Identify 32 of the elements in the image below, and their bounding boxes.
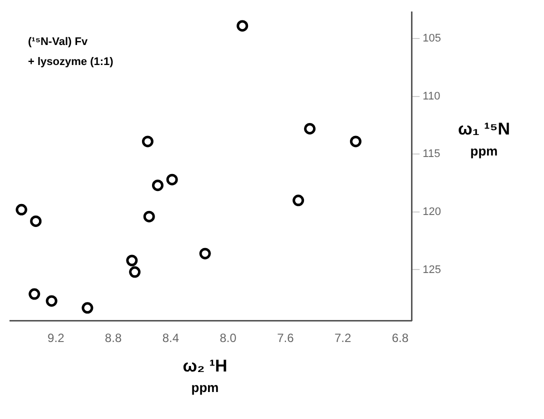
point [199, 248, 211, 260]
point [82, 302, 94, 314]
point [28, 288, 40, 300]
point [152, 180, 164, 192]
point [292, 194, 304, 206]
point [129, 266, 141, 278]
point [126, 254, 138, 266]
point [30, 215, 42, 227]
point [166, 174, 178, 186]
point [350, 136, 362, 148]
y-tick-label: 105 [422, 32, 442, 45]
x-tick-label: 8.0 [220, 331, 237, 346]
x-tick-label: 7.6 [277, 331, 294, 346]
point [46, 295, 58, 307]
point [143, 210, 155, 222]
x-tick-label: 6.8 [392, 331, 409, 346]
point [142, 136, 154, 148]
point [236, 20, 248, 32]
annotation: (¹⁵N-Val) Fv [28, 36, 88, 48]
y-tick-label: 120 [422, 206, 442, 218]
y-tick-label: 125 [422, 264, 442, 276]
x-axis-title: ω₂ ¹H ppm [182, 356, 228, 396]
x-tick-label: 7.2 [334, 331, 352, 346]
y-axis-title: ω₁ ¹⁵N ppm [458, 120, 510, 159]
point [16, 204, 28, 216]
x-tick-label: 9.2 [48, 331, 65, 346]
y-tick-label: 115 [422, 148, 440, 160]
annotation: + lysozyme (1:1) [28, 56, 114, 68]
point [304, 122, 316, 134]
x-tick-label: 8.4 [162, 331, 180, 346]
x-tick-label: 8.8 [104, 331, 122, 346]
y-tick-label: 110 [422, 90, 440, 102]
